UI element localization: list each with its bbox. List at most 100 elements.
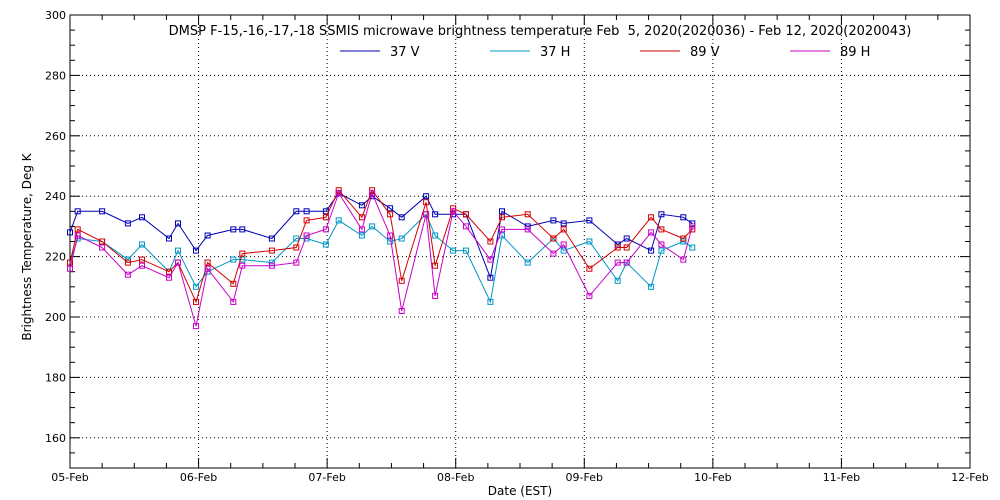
y-tick-label: 200 [45,311,66,324]
data-point [124,259,131,266]
x-tick-label: 05-Feb [51,471,88,484]
data-point [524,211,531,218]
data-point [398,277,405,284]
data-point [204,265,211,272]
data-point [322,214,329,221]
data-point [432,232,439,239]
data-point [303,232,310,239]
data-point [230,298,237,305]
data-point [423,199,430,206]
data-point [303,208,310,215]
series-89-h [67,190,696,330]
data-point [680,235,687,242]
data-point [487,238,494,245]
data-point [293,259,300,266]
data-point [387,232,394,239]
x-tick-label: 07-Feb [308,471,345,484]
legend-label: 37 H [540,45,570,60]
data-point [99,208,106,215]
data-point [268,247,275,254]
data-point [166,274,172,281]
data-point [335,190,342,197]
data-point [369,223,376,230]
series-layer [67,187,696,330]
data-point [658,226,665,233]
data-point [463,223,469,230]
data-point [398,308,405,314]
legend-label: 37 V [390,45,420,60]
y-tick-label: 300 [45,9,66,22]
data-point [586,238,593,245]
data-point [239,262,246,269]
data-point [499,214,505,221]
data-point [524,259,531,266]
y-tick-label: 280 [45,69,66,82]
y-axis-title: Brightness Temperature, Deg K [20,152,34,340]
data-point [230,256,237,263]
data-point [658,241,665,248]
data-point [432,211,439,218]
data-point [204,259,211,266]
data-point [398,214,405,221]
data-point [463,247,469,254]
data-point [387,238,394,245]
x-tick-label: 10-Feb [694,471,731,484]
data-point [586,292,593,299]
data-point [586,217,593,224]
x-axis-ticks: 05-Feb 06-Feb 07-Feb 08-Feb 09-Feb 10-Feb 11-F… [51,15,989,484]
data-point [193,283,199,290]
data-point [680,256,687,263]
data-point [175,220,181,227]
data-point [322,226,329,233]
data-point [239,250,246,257]
data-point [423,211,430,218]
x-tick-label: 12-Feb [951,471,988,484]
data-point [689,244,696,251]
data-point [139,214,145,221]
x-tick-label: 08-Feb [437,471,474,484]
data-point [689,223,696,230]
data-point [623,259,630,266]
data-point [614,259,621,266]
data-point [175,259,181,266]
data-point [648,229,655,236]
data-point [614,277,621,284]
data-point [614,244,621,251]
data-point [658,247,665,254]
data-point [387,211,394,218]
data-point [230,280,237,287]
data-point [450,208,457,215]
legend-label: 89 H [840,45,870,60]
data-point [239,226,246,233]
data-point [335,217,342,224]
data-point [166,268,172,275]
data-point [239,256,246,263]
data-point [268,262,275,269]
data-point [74,226,81,233]
x-tick-label: 11-Feb [823,471,860,484]
data-point [648,214,655,221]
data-point [303,217,310,224]
data-point [423,193,430,200]
data-point [487,274,494,281]
data-point [358,202,365,209]
data-point [268,259,275,266]
series-line [69,213,693,304]
legend: 37 V 37 H 89 V 89 H [340,45,870,60]
data-point [560,241,567,248]
data-point [358,214,365,221]
data-point [524,226,531,233]
data-point [586,265,593,272]
data-point [398,235,405,242]
data-point [74,232,81,239]
data-point [230,226,237,233]
data-point [358,226,365,233]
data-point [166,235,172,242]
data-point [193,298,199,305]
data-point [648,283,655,290]
data-point [268,235,275,242]
data-point [369,190,376,197]
data-point [99,238,106,245]
